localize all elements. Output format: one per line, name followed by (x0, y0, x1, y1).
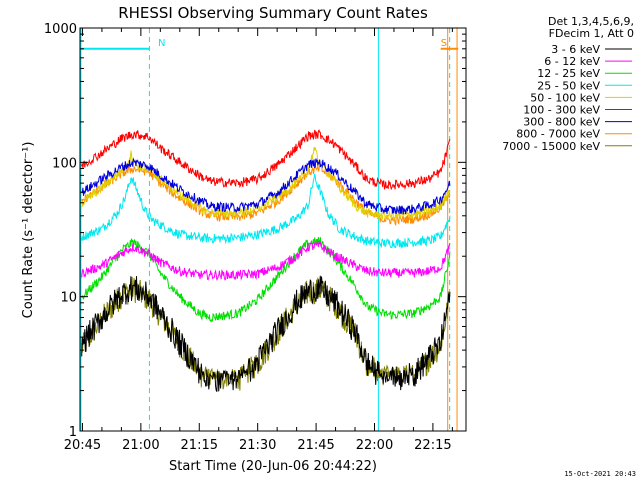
y-tick-label: 1 (69, 425, 77, 440)
y-tick-label: 100 (52, 156, 77, 171)
x-tick-label: 22:15 (414, 438, 451, 453)
x-axis-label: Start Time (20-Jun-06 20:44:22) (169, 459, 377, 474)
legend-label-6-12-kev: 6 - 12 keV (544, 55, 600, 68)
series-line-300-800-kev (81, 157, 451, 215)
x-tick-label: 21:45 (297, 438, 334, 453)
chart-title: RHESSI Observing Summary Count Rates (118, 4, 428, 22)
y-tick-label: 1000 (44, 22, 77, 37)
legend-label-800-7000-kev: 800 - 7000 keV (516, 128, 600, 141)
legend-header-line-1: Det 1,3,4,5,6,9, (548, 15, 634, 28)
series-line-6-12-kev (81, 240, 451, 281)
plot-frame (79, 27, 467, 432)
legend-label-100-300-kev: 100 - 300 keV (523, 104, 600, 117)
legend-label-7000-15000-kev: 7000 - 15000 keV (502, 140, 600, 153)
x-tick-label: 21:15 (181, 438, 218, 453)
y-tick-label: 10 (60, 291, 77, 306)
legend-label-3-6-kev: 3 - 6 keV (551, 43, 600, 56)
flag-label-n: N (158, 38, 165, 49)
x-tick-label: 22:00 (356, 438, 393, 453)
legend-label-25-50-kev: 25 - 50 keV (537, 79, 600, 92)
y-axis-label: Count Rate (s⁻¹ detector⁻¹) (21, 142, 36, 319)
series-line-100-300-kev (81, 129, 451, 191)
series-line-50-100-kev (81, 147, 450, 221)
legend-label-12-25-kev: 12 - 25 keV (537, 67, 600, 80)
axis-layer: 20:45 21:00 21:15 21:30 21:45 22:00 22:15 1 10 10… (44, 22, 466, 453)
legend-label-300-800-kev: 300 - 800 keV (523, 116, 600, 129)
x-tick-label: 20:45 (64, 438, 101, 453)
series-line-800-7000-kev (81, 164, 451, 227)
flag-label-s: S (441, 38, 447, 49)
x-tick-label: 21:00 (122, 438, 159, 453)
x-tick-label: 21:30 (239, 438, 276, 453)
legend-header-line-2: FDecim 1, Att 0 (549, 27, 634, 40)
series-line-25-50-kev (81, 173, 451, 250)
legend-label-50-100-kev: 50 - 100 keV (530, 91, 600, 104)
series-line-3-6-kev (81, 275, 451, 392)
footer-date: 15-Oct-2021 20:43 (564, 470, 636, 478)
